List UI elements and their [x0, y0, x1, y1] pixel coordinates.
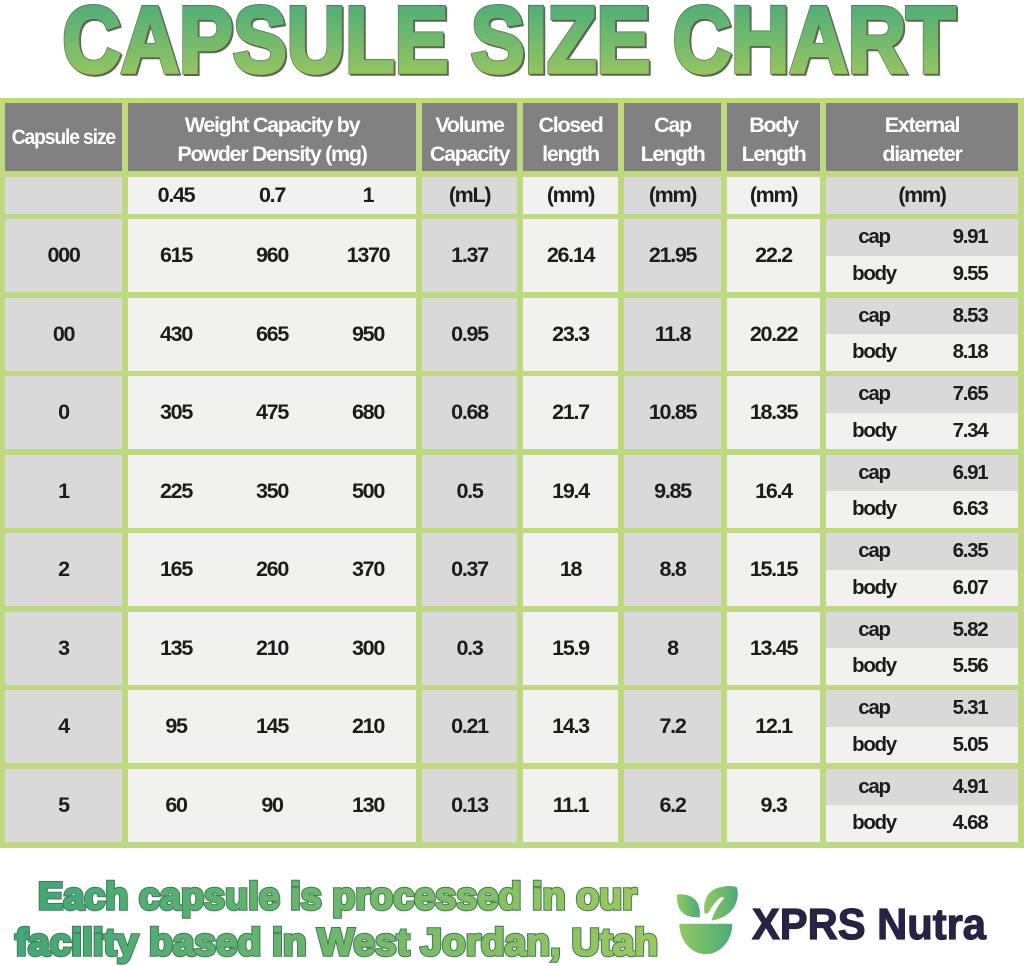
- svg-text:Each capsule is processed in o: Each capsule is processed in our: [38, 876, 637, 918]
- svg-text:CAPSULE SIZE CHART: CAPSULE SIZE CHART: [63, 0, 956, 92]
- svg-text:Each capsule is processed in o: Each capsule is processed in our: [38, 876, 637, 918]
- svg-text:XPRS Nutra: XPRS Nutra: [752, 900, 986, 949]
- svg-text:facility based in West Jordan,: facility based in West Jordan, Utah: [15, 922, 658, 964]
- svg-text:CAPSULE SIZE CHART: CAPSULE SIZE CHART: [63, 0, 956, 92]
- svg-text:CAPSULE SIZE CHART: CAPSULE SIZE CHART: [64, 0, 957, 94]
- svg-text:facility based in West Jordan,: facility based in West Jordan, Utah: [15, 922, 658, 964]
